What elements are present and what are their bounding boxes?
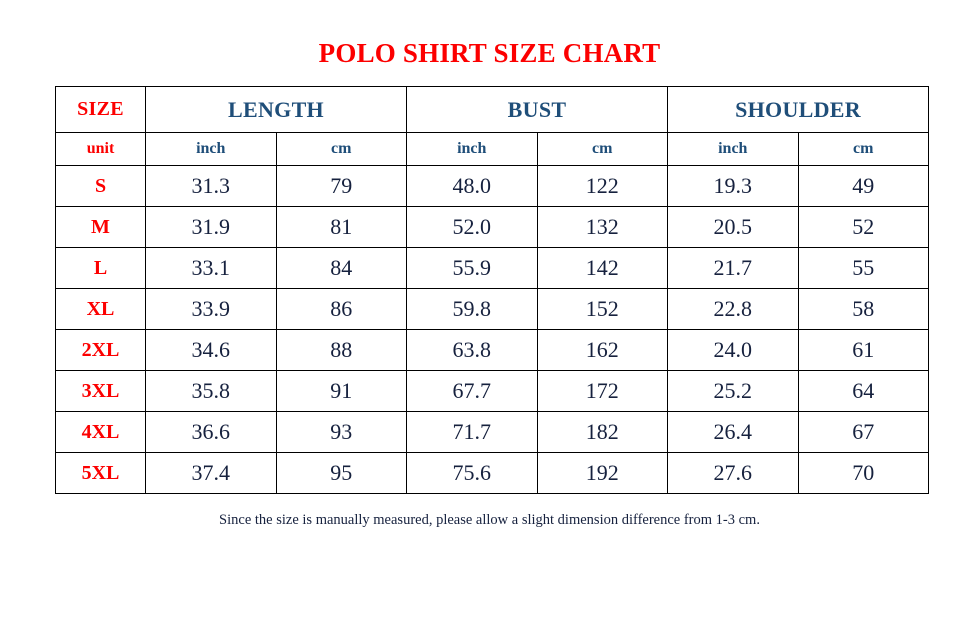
table-unit-header-row: unit inch cm inch cm inch cm bbox=[55, 132, 930, 166]
cell-shoulder-cm: 67 bbox=[797, 411, 930, 453]
cell-shoulder-inch: 27.6 bbox=[667, 452, 799, 494]
cell-length-cm: 81 bbox=[275, 206, 407, 248]
cell-shoulder-inch: 20.5 bbox=[667, 206, 799, 248]
cell-shoulder-inch: 22.8 bbox=[667, 288, 799, 330]
table-row: 5XL 37.4 95 75.6 192 27.6 70 bbox=[55, 452, 930, 494]
cell-size: L bbox=[55, 247, 146, 289]
size-chart-table: SIZE LENGTH BUST SHOULDER unit inch cm i… bbox=[55, 86, 930, 494]
cell-shoulder-inch: 21.7 bbox=[667, 247, 799, 289]
cell-bust-inch: 67.7 bbox=[406, 370, 538, 412]
cell-size: XL bbox=[55, 288, 146, 330]
cell-shoulder-cm: 64 bbox=[797, 370, 930, 412]
size-chart-table-container: SIZE LENGTH BUST SHOULDER unit inch cm i… bbox=[55, 86, 930, 494]
cell-size: 4XL bbox=[55, 411, 146, 453]
table-header: SIZE LENGTH BUST SHOULDER unit inch cm i… bbox=[55, 86, 930, 166]
cell-length-inch: 33.1 bbox=[145, 247, 277, 289]
cell-bust-inch: 71.7 bbox=[406, 411, 538, 453]
unit-header-shoulder-cm: cm bbox=[797, 132, 930, 166]
cell-shoulder-inch: 25.2 bbox=[667, 370, 799, 412]
unit-header-label: unit bbox=[55, 132, 146, 166]
measurement-disclaimer: Since the size is manually measured, ple… bbox=[219, 512, 760, 528]
unit-header-length-inch: inch bbox=[145, 132, 277, 166]
cell-bust-cm: 162 bbox=[536, 329, 669, 371]
cell-length-cm: 86 bbox=[275, 288, 407, 330]
cell-bust-inch: 63.8 bbox=[406, 329, 538, 371]
unit-header-shoulder-inch: inch bbox=[667, 132, 799, 166]
cell-length-inch: 34.6 bbox=[145, 329, 277, 371]
cell-length-cm: 79 bbox=[275, 165, 407, 207]
table-row: 3XL 35.8 91 67.7 172 25.2 64 bbox=[55, 370, 930, 412]
cell-size: M bbox=[55, 206, 146, 248]
table-row: M 31.9 81 52.0 132 20.5 52 bbox=[55, 206, 930, 248]
cell-length-inch: 35.8 bbox=[145, 370, 277, 412]
cell-shoulder-cm: 70 bbox=[797, 452, 930, 494]
cell-shoulder-cm: 58 bbox=[797, 288, 930, 330]
cell-bust-cm: 192 bbox=[536, 452, 669, 494]
cell-length-cm: 84 bbox=[275, 247, 407, 289]
cell-length-inch: 33.9 bbox=[145, 288, 277, 330]
cell-shoulder-cm: 61 bbox=[797, 329, 930, 371]
cell-length-cm: 93 bbox=[275, 411, 407, 453]
cell-size: 3XL bbox=[55, 370, 146, 412]
cell-shoulder-inch: 24.0 bbox=[667, 329, 799, 371]
column-header-shoulder: SHOULDER bbox=[667, 86, 930, 133]
cell-length-cm: 95 bbox=[275, 452, 407, 494]
cell-shoulder-cm: 55 bbox=[797, 247, 930, 289]
table-row: S 31.3 79 48.0 122 19.3 49 bbox=[55, 165, 930, 207]
cell-length-cm: 91 bbox=[275, 370, 407, 412]
cell-bust-cm: 122 bbox=[536, 165, 669, 207]
unit-header-length-cm: cm bbox=[275, 132, 407, 166]
cell-bust-cm: 182 bbox=[536, 411, 669, 453]
table-body: S 31.3 79 48.0 122 19.3 49 M 31.9 81 52.… bbox=[55, 165, 930, 494]
table-row: L 33.1 84 55.9 142 21.7 55 bbox=[55, 247, 930, 289]
cell-size: 2XL bbox=[55, 329, 146, 371]
cell-size: 5XL bbox=[55, 452, 146, 494]
cell-shoulder-inch: 19.3 bbox=[667, 165, 799, 207]
table-row: 4XL 36.6 93 71.7 182 26.4 67 bbox=[55, 411, 930, 453]
cell-bust-inch: 59.8 bbox=[406, 288, 538, 330]
cell-size: S bbox=[55, 165, 146, 207]
table-row: XL 33.9 86 59.8 152 22.8 58 bbox=[55, 288, 930, 330]
cell-bust-inch: 75.6 bbox=[406, 452, 538, 494]
cell-bust-inch: 55.9 bbox=[406, 247, 538, 289]
cell-length-inch: 36.6 bbox=[145, 411, 277, 453]
unit-header-bust-cm: cm bbox=[536, 132, 669, 166]
cell-length-inch: 31.3 bbox=[145, 165, 277, 207]
column-header-bust: BUST bbox=[405, 86, 669, 133]
table-row: 2XL 34.6 88 63.8 162 24.0 61 bbox=[55, 329, 930, 371]
cell-length-inch: 31.9 bbox=[145, 206, 277, 248]
cell-shoulder-cm: 49 bbox=[797, 165, 930, 207]
column-header-length: LENGTH bbox=[145, 86, 407, 133]
unit-header-bust-inch: inch bbox=[406, 132, 538, 166]
column-header-size: SIZE bbox=[55, 86, 146, 133]
table-group-header-row: SIZE LENGTH BUST SHOULDER bbox=[55, 86, 930, 133]
cell-bust-cm: 142 bbox=[536, 247, 669, 289]
cell-bust-cm: 172 bbox=[536, 370, 669, 412]
cell-bust-cm: 132 bbox=[536, 206, 669, 248]
page-title: POLO SHIRT SIZE CHART bbox=[318, 38, 661, 68]
cell-length-inch: 37.4 bbox=[145, 452, 277, 494]
cell-bust-cm: 152 bbox=[536, 288, 669, 330]
cell-bust-inch: 52.0 bbox=[406, 206, 538, 248]
cell-length-cm: 88 bbox=[275, 329, 407, 371]
cell-shoulder-inch: 26.4 bbox=[667, 411, 799, 453]
cell-shoulder-cm: 52 bbox=[797, 206, 930, 248]
cell-bust-inch: 48.0 bbox=[406, 165, 538, 207]
